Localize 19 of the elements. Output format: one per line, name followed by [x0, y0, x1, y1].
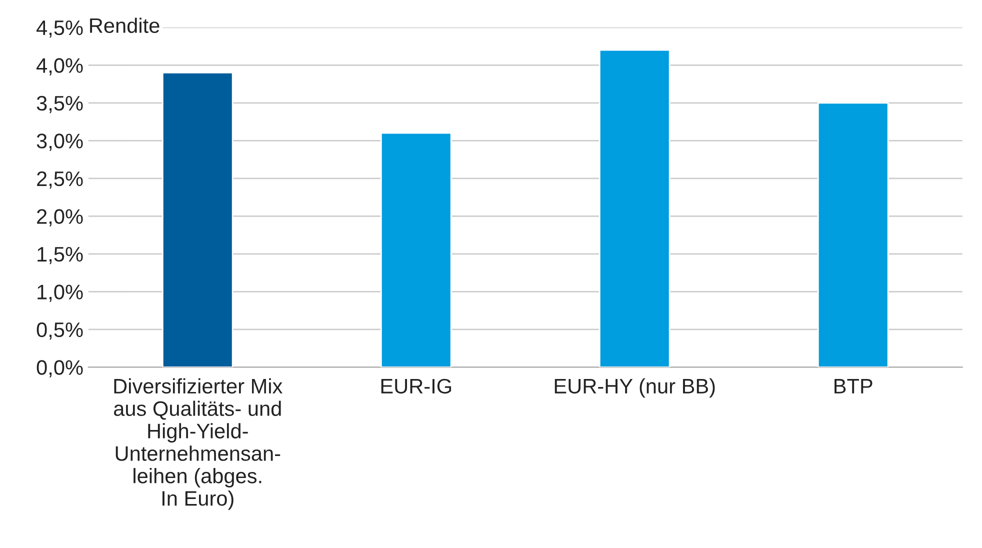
- y-tick-label: 1,5%: [38, 247, 83, 264]
- bar: [162, 72, 234, 368]
- y-tick-label: 0,5%: [36, 322, 83, 340]
- y-tick-label: 4,5%: [36, 20, 83, 38]
- x-tick-label: EUR-IG: [381, 378, 452, 394]
- y-tick-label: 2,5%: [37, 171, 83, 189]
- bar: [817, 102, 889, 368]
- y-tick-label: 0,0%: [36, 360, 83, 378]
- x-tick-label: BTP: [834, 379, 872, 394]
- bar: [380, 132, 452, 368]
- y-tick-label: 2,0%: [37, 209, 83, 226]
- bar: [598, 49, 670, 368]
- y-tick-label: 1,0%: [38, 284, 83, 302]
- y-tick-label: 3,0%: [36, 134, 83, 151]
- y-tick-label: 4,0%: [36, 58, 83, 76]
- x-tick-label: EUR-HY (nur BB): [554, 378, 715, 398]
- y-axis-title: Rendite: [90, 18, 160, 33]
- y-tick-label: 3,5%: [36, 96, 83, 114]
- x-tick-label: Diversifizierter Mix aus Qualitäts- und High-Yield- Unternehmensan- leihen (abges. In Euro): [114, 378, 282, 510]
